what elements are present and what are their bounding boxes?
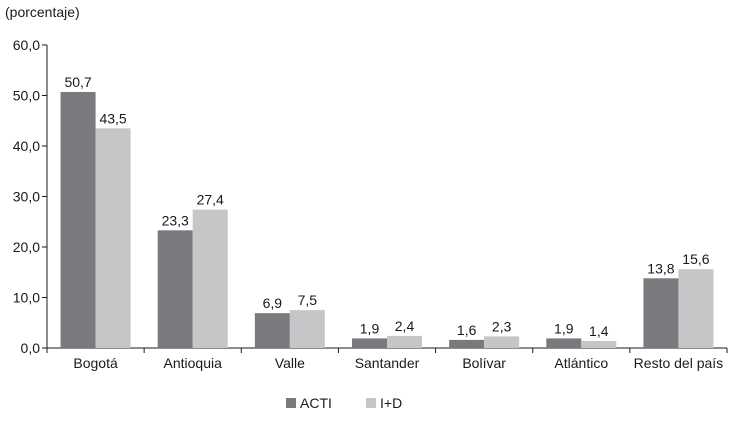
axes: 0,0 10,0 20,0 30,0 40,0 50,0 60,0 Bogotá Antioqu…: [13, 37, 728, 371]
bar-i-d: [484, 336, 520, 348]
bar-i-d: [581, 340, 617, 348]
data-label: 1,9: [360, 320, 380, 336]
bar-acti: [643, 278, 679, 348]
data-label: 43,5: [99, 110, 126, 126]
data-label: 6,9: [263, 295, 283, 311]
bar-acti: [449, 339, 485, 348]
bar-acti: [352, 338, 387, 348]
data-label: 27,4: [197, 192, 224, 208]
legend: ACTI I+D: [286, 395, 402, 411]
bar-i-d: [678, 269, 714, 348]
legend-label: I+D: [380, 395, 402, 411]
bar-i-d: [289, 310, 325, 348]
bar-acti: [157, 230, 193, 348]
y-unit-label: (porcentaje): [5, 4, 80, 20]
bar-i-d: [192, 209, 228, 348]
data-label: 1,4: [589, 323, 609, 339]
x-category-label: Atlántico: [554, 355, 608, 371]
legend-swatch: [286, 398, 296, 408]
bars: [60, 91, 714, 348]
x-category-label: Bolívar: [462, 355, 506, 371]
y-tick-label: 50,0: [13, 88, 40, 104]
x-category-label: Santander: [355, 355, 420, 371]
data-label: 1,9: [554, 320, 574, 336]
bar-i-d: [95, 128, 131, 348]
y-tick-label: 30,0: [13, 189, 40, 205]
y-tick-label: 40,0: [13, 138, 40, 154]
y-tick-label: 20,0: [13, 239, 40, 255]
data-label: 1,6: [457, 322, 477, 338]
legend-label: ACTI: [300, 395, 332, 411]
x-category-label: Resto del país: [634, 355, 724, 371]
bar-acti: [60, 91, 96, 348]
data-label: 13,8: [647, 260, 674, 276]
data-label: 7,5: [298, 292, 318, 308]
y-tick-label: 60,0: [13, 37, 40, 53]
legend-swatch: [366, 398, 376, 408]
data-label: 15,6: [682, 251, 709, 267]
value-labels: 50,7 43,5 23,3 27,4 6,9 7,5 1,9 2,4 1,6 2,3 1,9 1,4…: [64, 74, 709, 339]
y-tick-label: 10,0: [13, 290, 40, 306]
data-label: 23,3: [162, 212, 189, 228]
data-label: 2,4: [395, 318, 415, 334]
x-category-label: Valle: [275, 355, 305, 371]
data-label: 50,7: [64, 74, 91, 90]
data-label: 2,3: [492, 318, 512, 334]
bar-acti: [254, 313, 290, 348]
x-category-label: Antioquia: [164, 355, 223, 371]
x-category-label: Bogotá: [73, 355, 118, 371]
y-tick-label: 0,0: [21, 340, 41, 356]
bar-i-d: [387, 335, 422, 348]
bar-acti: [546, 338, 582, 348]
